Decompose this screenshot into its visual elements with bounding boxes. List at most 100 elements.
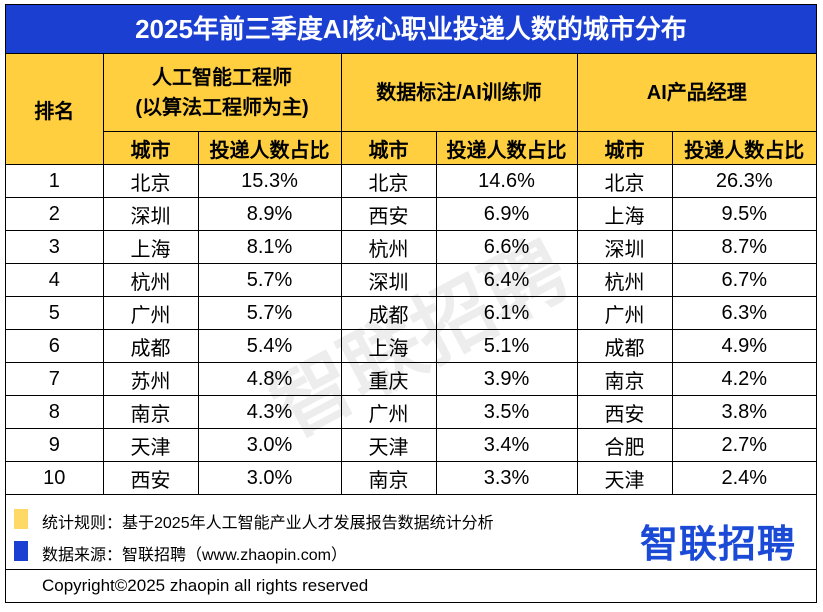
- title: 2025年前三季度AI核心职业投递人数的城市分布: [6, 5, 816, 54]
- data-row: 3 上海 8.1% 杭州 6.6% 深圳 8.7%: [6, 230, 817, 264]
- group-title-line: AI产品经理: [646, 81, 747, 104]
- data-row: 4 杭州 5.7% 深圳 6.4% 杭州 6.7%: [6, 263, 817, 297]
- copyright: Copyright©2025 zhaopin all rights reserv…: [42, 576, 369, 595]
- cell: 天津: [102, 428, 199, 462]
- cell: 4: [6, 263, 104, 297]
- cell: 2.4%: [671, 461, 817, 495]
- cell: 3.0%: [197, 461, 342, 495]
- header-row: 排名 人工智能工程师 (以算法工程师为主) 数据标注/AI训练师 AI产品经理: [6, 54, 817, 165]
- cell: 2.7%: [671, 428, 817, 462]
- cell: 8.9%: [197, 197, 342, 231]
- cell: 4.2%: [671, 362, 817, 396]
- cell: 3: [6, 230, 104, 264]
- cell: 深圳: [576, 230, 673, 264]
- cell: 8.7%: [671, 230, 817, 264]
- subheader-row: 城市 投递人数占比 城市 投递人数占比 城市 投递人数占比: [6, 131, 817, 165]
- group-header: 数据标注/AI训练师: [340, 54, 578, 132]
- group-title-line: (以算法工程师为主): [135, 96, 309, 119]
- cell: 1: [6, 164, 104, 198]
- cell: 上海: [576, 197, 673, 231]
- cell: 4.3%: [197, 395, 342, 429]
- cell: 5.7%: [197, 263, 342, 297]
- cell: 7: [6, 362, 104, 396]
- logo: 智联招聘: [639, 524, 796, 566]
- cell: 天津: [340, 428, 437, 462]
- cell: 南京: [576, 362, 673, 396]
- cell: 8.1%: [197, 230, 342, 264]
- cell: 2: [6, 197, 104, 231]
- cell: 重庆: [340, 362, 437, 396]
- footer-notes: 统计规则：基于2025年人工智能产业人才发展报告数据统计分析 数据来源：智联招聘…: [6, 495, 816, 570]
- header-cell: 排名: [6, 54, 104, 165]
- cell: 西安: [340, 197, 437, 231]
- cell: 9.5%: [671, 197, 817, 231]
- cell: 3.9%: [435, 362, 578, 396]
- cell: 26.3%: [671, 164, 817, 198]
- cell: 北京: [102, 164, 199, 198]
- data-row: 6 成都 5.4% 上海 5.1% 成都 4.9%: [6, 329, 817, 363]
- cell: 成都: [340, 296, 437, 330]
- cell: 5.4%: [197, 329, 342, 363]
- group-header: 人工智能工程师 (以算法工程师为主): [102, 54, 342, 132]
- data-row: 7 苏州 4.8% 重庆 3.9% 南京 4.2%: [6, 362, 817, 396]
- cell: 6.4%: [435, 263, 578, 297]
- cell: 6.3%: [671, 296, 817, 330]
- data-row: 5 广州 5.7% 成都 6.1% 广州 6.3%: [6, 296, 817, 330]
- subheader-cell: 城市: [576, 131, 673, 165]
- cell: 苏州: [102, 362, 199, 396]
- cell: 3.8%: [671, 395, 817, 429]
- data-row: 2 深圳 8.9% 西安 6.9% 上海 9.5%: [6, 197, 817, 231]
- cell: 3.0%: [197, 428, 342, 462]
- cell: 深圳: [102, 197, 199, 231]
- subheader-cell: 投递人数占比: [197, 131, 342, 165]
- cell: 3.5%: [435, 395, 578, 429]
- cell: 广州: [340, 395, 437, 429]
- cell: 8: [6, 395, 104, 429]
- cell: 上海: [340, 329, 437, 363]
- cell: 6.9%: [435, 197, 578, 231]
- cell: 5: [6, 296, 104, 330]
- subheader-cell: 投递人数占比: [671, 131, 817, 165]
- cell: 杭州: [340, 230, 437, 264]
- cell: 4.8%: [197, 362, 342, 396]
- cell: 杭州: [576, 263, 673, 297]
- cell: 成都: [576, 329, 673, 363]
- subheader-cell: 城市: [103, 131, 199, 165]
- cell: 6.7%: [671, 263, 817, 297]
- cell: 6.1%: [435, 296, 578, 330]
- cell: 北京: [576, 164, 673, 198]
- subheader-cell: 投递人数占比: [435, 131, 578, 165]
- cell: 6.6%: [435, 230, 578, 264]
- infographic: 2025年前三季度AI核心职业投递人数的城市分布 排名 人工智能工程师 (以算法工程…: [5, 4, 817, 603]
- cell: 广州: [102, 296, 199, 330]
- cell: 杭州: [102, 263, 199, 297]
- table: 排名 人工智能工程师 (以算法工程师为主) 数据标注/AI训练师 AI产品经理 城市 投递人…: [6, 54, 817, 495]
- group-title-line: 人工智能工程师: [152, 66, 292, 89]
- cell: 9: [6, 428, 104, 462]
- cell: 合肥: [576, 428, 673, 462]
- subheader-cell: 城市: [340, 131, 437, 165]
- cell: 上海: [102, 230, 199, 264]
- blue-marker: [14, 541, 28, 561]
- note: 统计规则：基于2025年人工智能产业人才发展报告数据统计分析: [42, 515, 494, 532]
- cell: 3.4%: [435, 428, 578, 462]
- group-header: AI产品经理: [576, 54, 817, 132]
- data-row: 9 天津 3.0% 天津 3.4% 合肥 2.7%: [6, 428, 817, 462]
- note: 数据来源：智联招聘（www.zhaopin.com）: [42, 547, 347, 564]
- cell: 北京: [340, 164, 437, 198]
- cell: 6: [6, 329, 104, 363]
- cell: 西安: [576, 395, 673, 429]
- data-row: 10 西安 3.0% 南京 3.3% 天津 2.4%: [6, 461, 817, 495]
- data-row: 1 北京 15.3% 北京 14.6% 北京 26.3%: [6, 164, 817, 198]
- yellow-marker: [14, 509, 28, 529]
- cell: 南京: [102, 395, 199, 429]
- cell: 西安: [102, 461, 199, 495]
- cell: 5.7%: [197, 296, 342, 330]
- cell: 成都: [102, 329, 199, 363]
- cell: 15.3%: [197, 164, 342, 198]
- group-title-line: 数据标注/AI训练师: [376, 81, 542, 104]
- cell: 南京: [340, 461, 437, 495]
- cell: 天津: [576, 461, 673, 495]
- cell: 3.3%: [435, 461, 578, 495]
